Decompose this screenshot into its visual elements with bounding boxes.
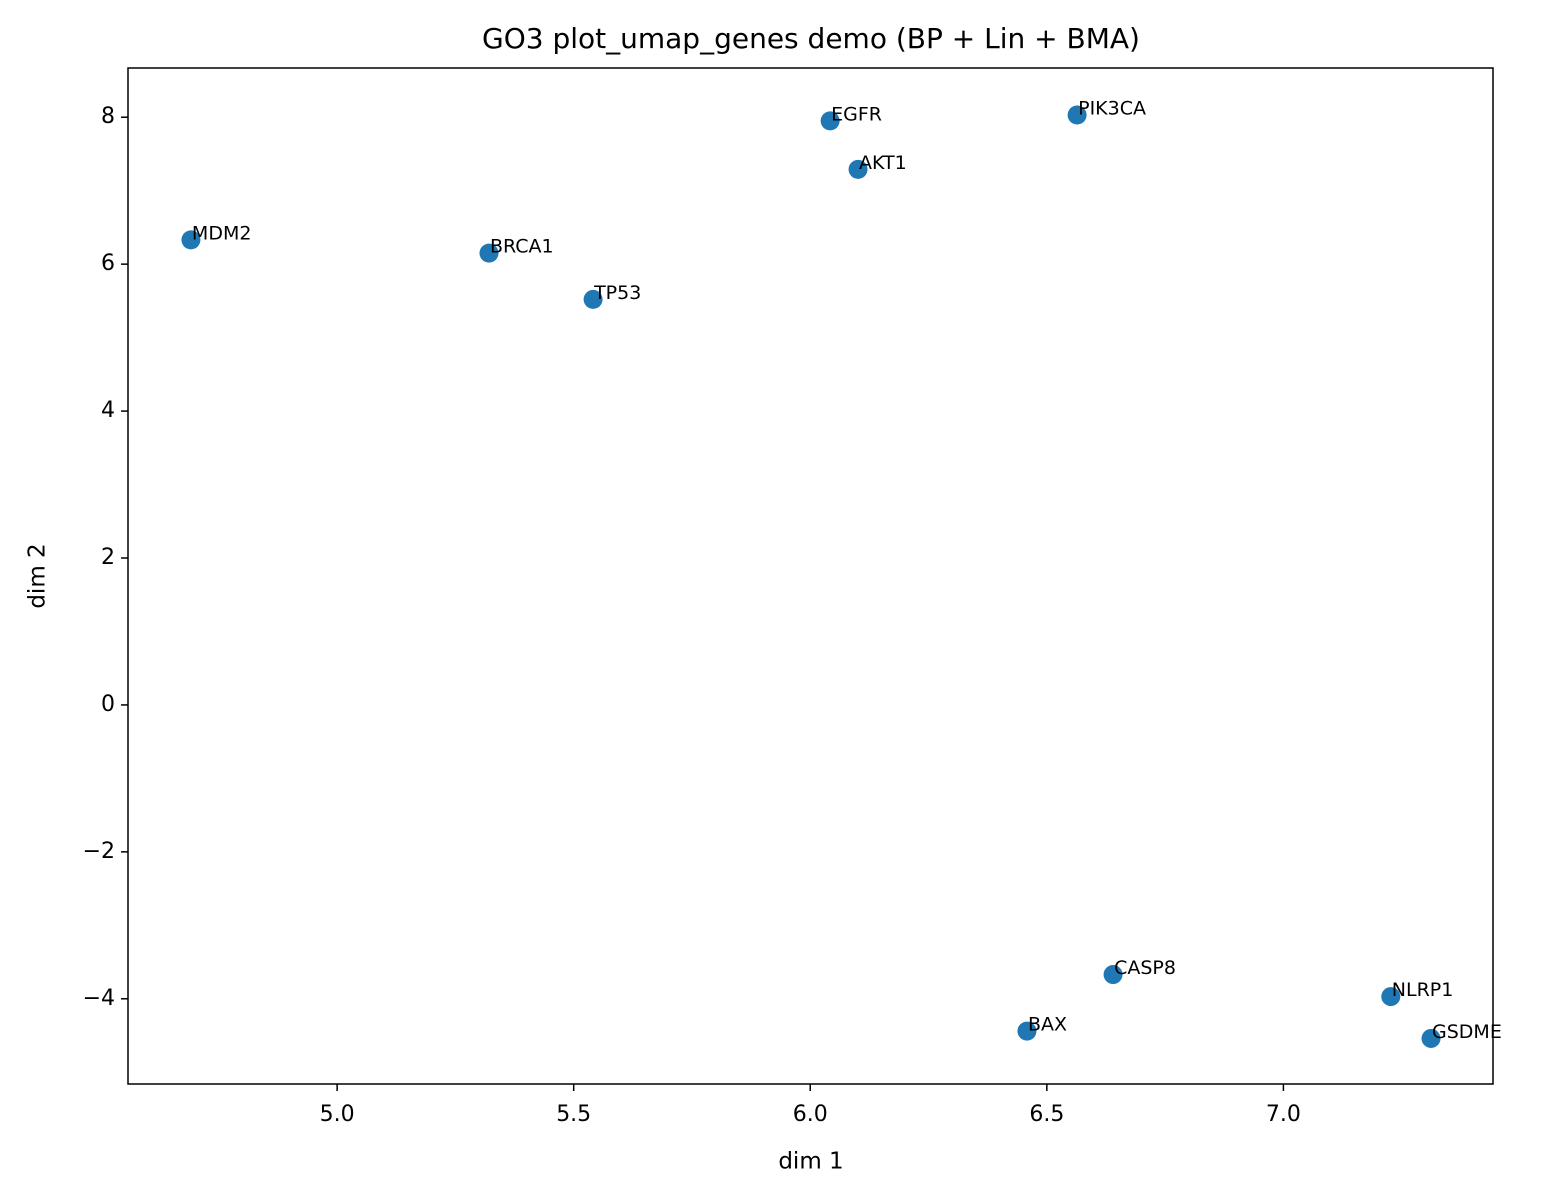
point-label: NLRP1	[1392, 979, 1454, 1001]
point	[1017, 1021, 1037, 1041]
y-tick-label: 4	[101, 398, 115, 423]
point-label: GSDME	[1432, 1021, 1502, 1043]
point-label: PIK3CA	[1078, 98, 1146, 120]
point	[848, 159, 868, 179]
y-tick-label: 0	[101, 692, 115, 717]
point	[1103, 965, 1123, 985]
x-tick-label: 7.0	[1266, 1102, 1301, 1127]
y-tick-label: 8	[101, 104, 115, 129]
y-tick-label: 2	[101, 545, 115, 570]
x-tick-label: 6.5	[1029, 1102, 1064, 1127]
y-tick-label: −2	[83, 839, 115, 864]
point-label: BAX	[1028, 1014, 1067, 1036]
point-label: MDM2	[192, 222, 252, 244]
point-label: CASP8	[1114, 957, 1176, 979]
point	[181, 230, 201, 250]
plot-frame	[127, 67, 1494, 1085]
point	[1381, 987, 1401, 1007]
y-tick-label: 6	[101, 251, 115, 276]
point-label: EGFR	[831, 103, 882, 125]
point-label: TP53	[593, 282, 641, 304]
point	[820, 111, 840, 131]
y-tick-label: −4	[83, 986, 115, 1011]
x-axis-label: dim 1	[778, 1149, 843, 1175]
point-label: AKT1	[859, 152, 907, 174]
x-tick-label: 6.0	[793, 1102, 828, 1127]
point	[583, 289, 603, 309]
point	[479, 243, 499, 263]
point	[1421, 1028, 1441, 1048]
point-label: BRCA1	[490, 236, 554, 258]
y-axis-label: dim 2	[25, 543, 51, 608]
chart-title: GO3 plot_umap_genes demo (BP + Lin + BMA…	[482, 22, 1140, 55]
point	[1067, 105, 1087, 125]
x-tick-label: 5.0	[320, 1102, 355, 1127]
x-tick-label: 5.5	[556, 1102, 591, 1127]
